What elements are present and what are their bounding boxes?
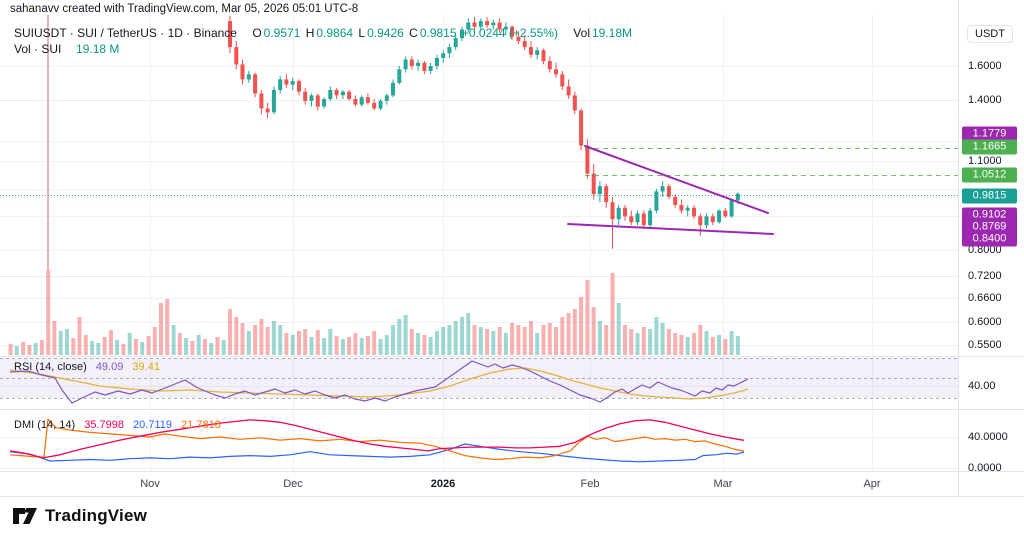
attribution-text: sahanavv created with TradingView.com, M… [10,3,359,15]
price-badge-0.8400: 0.8400 [962,231,1017,247]
price-axis-tick: 0.5500 [968,339,1002,351]
pane-separator-dmi-timeaxis [0,471,1024,472]
pane-separator-price-rsi[interactable] [0,356,1024,357]
price-axis-tick: 0.0000 [968,462,1002,474]
price-axis-tick: 0.6600 [968,292,1002,304]
price-axis[interactable]: USDT 1.6000 1.4000 1.1000 0.8000 0.7200 0.660… [958,0,1024,496]
price-badge-0.9102: 0.9102 [962,207,1017,223]
symbol-legend: SUIUSDT · SUI / TetherUS · 1D · Binance … [14,26,634,40]
grid-lines [0,15,958,471]
rsi-value: 49.09 [95,361,124,373]
price-axis-tick: 40.00 [968,380,996,392]
price-badge-1.1665: 1.1665 [962,139,1017,155]
rsi-legend: RSI (14, close) 49.09 39.41 [14,361,166,373]
price-axis-tick: 40.0000 [968,431,1008,443]
symbol-title[interactable]: SUIUSDT · SUI / TetherUS · 1D · Binance [14,26,237,40]
dmi-plusdi-value: 20.7119 [133,419,172,431]
time-axis-label-Feb: Feb [580,478,600,490]
price-badge-1.1779: 1.1779 [962,126,1017,142]
time-axis-label-2026: 2026 [430,478,456,490]
indicator-lines [9,360,749,463]
open-value: 0.9571 [263,26,301,40]
volume-value: 19.18M [591,26,633,40]
time-axis-label-Mar: Mar [713,478,733,490]
volume-label: Vol [573,26,590,40]
chart-bottom-border [0,496,1024,497]
price-badge-0.8769: 0.8769 [962,219,1017,235]
high-value: 0.9864 [316,26,354,40]
rsi-title[interactable]: RSI (14, close) [14,361,87,373]
change-value: +0.0244 (+2.55%) [461,26,558,40]
volume-indicator-legend: Vol · SUI 19.18 M [14,42,119,56]
pane-separator-rsi-dmi[interactable] [0,409,1024,410]
volume-indicator-value: 19.18 M [76,42,120,56]
volume-indicator-title[interactable]: Vol · SUI [14,42,62,56]
price-badge-0.9815: 0.9815 [962,188,1017,204]
dmi-title[interactable]: DMI (14, 14) [14,419,76,431]
dmi-minusdi-value: 21.7818 [181,419,221,431]
rsi-ma-value: 39.41 [132,361,160,373]
trendlines[interactable] [567,145,774,235]
candles [228,15,740,249]
price-axis-tick: 0.7200 [968,270,1002,282]
tradingview-logo-icon [13,508,37,524]
low-value: 0.9426 [367,26,404,40]
price-axis-tick: 1.4000 [968,94,1002,106]
price-axis-tick: 1.6000 [968,60,1002,72]
tradingview-logo-text: TradingView [45,506,148,525]
currency-selector[interactable]: USDT [967,25,1013,43]
close-value: 0.9815 [419,26,457,40]
high-label: H [305,26,315,40]
time-axis-label-Dec: Dec [283,478,303,490]
tradingview-logo[interactable]: TradingView [12,505,147,527]
price-axis-tick: 0.6000 [968,316,1002,328]
offscreen-candle-wick [47,15,49,270]
time-axis-label-Nov: Nov [140,478,160,490]
low-label: L [358,26,366,40]
price-levels[interactable] [0,148,958,196]
dmi-legend: DMI (14, 14) 35.7998 20.7119 21.7818 [14,419,227,431]
price-axis-tick: 1.1000 [968,155,1002,167]
time-axis-label-Apr: Apr [863,478,881,490]
dmi-adx-value: 35.7998 [84,419,124,431]
close-label: C [409,26,418,40]
open-label: O [252,26,262,40]
price-axis-tick: 0.8000 [968,244,1002,256]
time-axis[interactable]: Nov Dec 2026 Feb Mar Apr [0,472,958,496]
price-badge-1.0512: 1.0512 [962,167,1017,183]
volume-bars [8,270,740,355]
